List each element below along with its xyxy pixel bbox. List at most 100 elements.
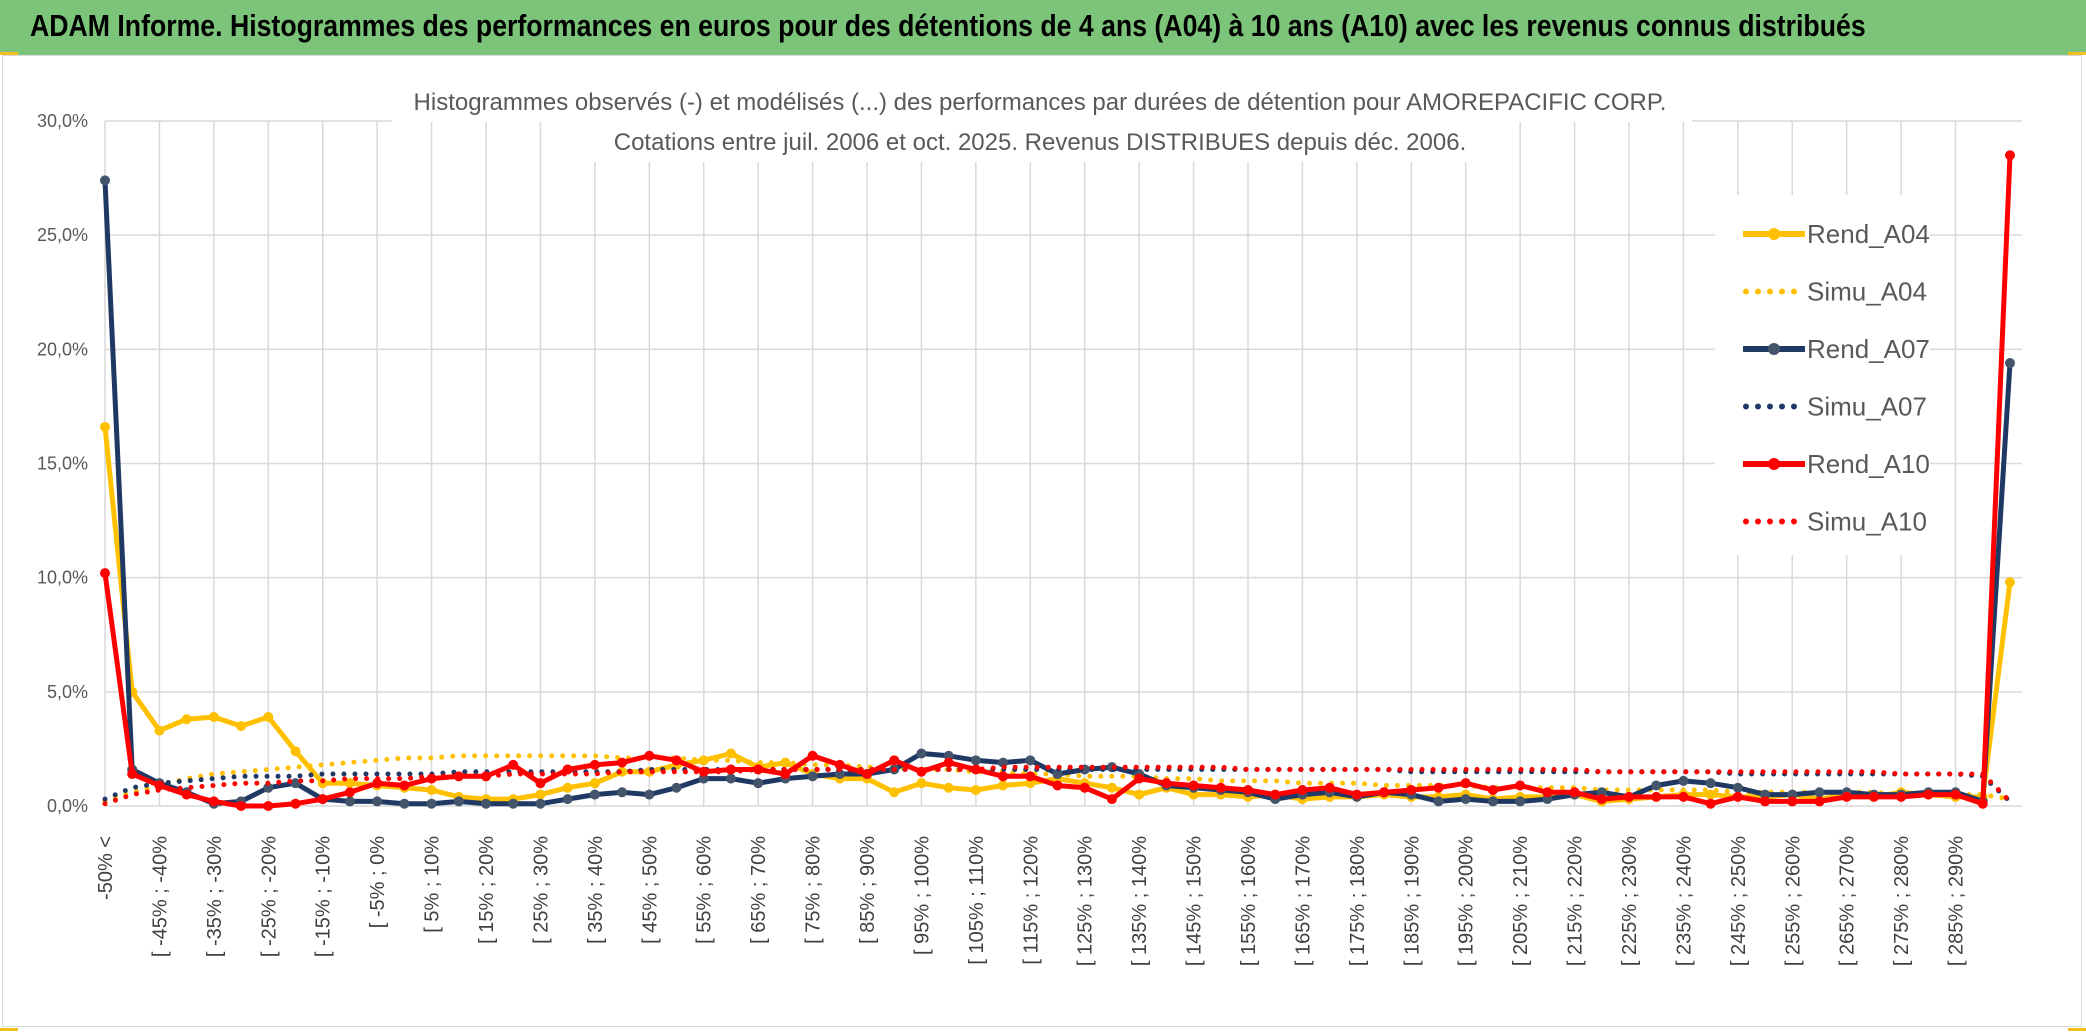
x-tick-label: [ -15% ; -10% [313, 836, 335, 957]
data-point-rend-a10 [1923, 789, 1934, 800]
x-tick-label: [ 275% ; 280% [1891, 836, 1913, 966]
data-point-rend-a07 [970, 755, 981, 766]
data-point-rend-a04 [208, 711, 219, 722]
x-tick-label: [ 25% ; 30% [530, 836, 552, 944]
data-point-rend-a07 [1814, 787, 1825, 798]
data-point-rend-a07 [1515, 796, 1526, 807]
data-point-rend-a07 [1787, 789, 1798, 800]
x-tick-label: [ 265% ; 270% [1837, 836, 1859, 966]
data-point-rend-a07 [1651, 780, 1662, 791]
x-tick-label: [ 135% ; 140% [1129, 836, 1151, 966]
data-point-rend-a10 [1787, 796, 1798, 807]
x-tick-label: [ 145% ; 150% [1184, 836, 1206, 966]
x-tick-label: [ 165% ; 170% [1292, 836, 1314, 966]
data-point-rend-a07 [998, 757, 1009, 768]
data-point-rend-a10 [1651, 791, 1662, 802]
data-point-rend-a07 [807, 771, 818, 782]
data-point-rend-a07 [1433, 796, 1444, 807]
data-point-rend-a07 [453, 796, 464, 807]
data-point-rend-a10 [1161, 778, 1172, 789]
y-tick-label: 30,0% [37, 111, 88, 131]
legend-marker-rend-a04 [1768, 228, 1780, 240]
chart-title-group: Histogrammes observés (-) et modélisés (… [392, 82, 1692, 162]
legend-label-rend-a10: Rend_A10 [1807, 449, 1930, 479]
data-point-rend-a10 [1678, 791, 1689, 802]
x-axis: -50% < [ -45% ; -40% [ -35% ; -30% [ -25% ;… [95, 836, 1968, 966]
data-point-rend-a04 [780, 757, 791, 768]
data-point-rend-a10 [1052, 780, 1063, 791]
data-point-rend-a07 [753, 778, 764, 789]
data-point-rend-a04 [426, 785, 437, 796]
data-point-rend-a07 [372, 796, 383, 807]
data-point-rend-a07 [644, 789, 655, 800]
data-point-rend-a07 [1732, 782, 1743, 793]
data-point-rend-a04 [998, 780, 1009, 791]
data-point-rend-a04 [1025, 778, 1036, 789]
data-point-rend-a07 [1760, 789, 1771, 800]
data-point-rend-a10 [508, 759, 519, 770]
data-point-rend-a04 [236, 721, 247, 732]
x-tick-label: [ -25% ; -20% [258, 836, 280, 957]
data-point-rend-a04 [916, 778, 927, 789]
data-point-rend-a10 [644, 750, 655, 761]
data-point-rend-a10 [344, 787, 355, 798]
data-point-rend-a10 [1977, 798, 1988, 809]
data-point-rend-a10 [263, 801, 274, 811]
x-tick-label: [ -35% ; -30% [204, 836, 226, 957]
data-point-rend-a10 [1079, 782, 1090, 793]
data-point-rend-a10 [372, 778, 383, 789]
chart-title: Histogrammes observés (-) et modélisés (… [414, 89, 1667, 116]
data-point-rend-a07 [1487, 796, 1498, 807]
data-point-rend-a10 [1433, 782, 1444, 793]
legend: Rend_A04 Simu_A04 Rend_A07 Simu_A07 Rend_A10… [1715, 195, 1930, 555]
x-tick-label: [ 35% ; 40% [585, 836, 607, 944]
data-point-rend-a04 [344, 778, 355, 789]
data-point-rend-a10 [154, 780, 165, 791]
x-tick-label: [ 185% ; 190% [1401, 836, 1423, 966]
data-point-rend-a10 [1270, 789, 1281, 800]
data-point-rend-a07 [344, 796, 355, 807]
x-tick-label: [ 95% ; 100% [911, 836, 933, 955]
y-tick-label: 15,0% [37, 454, 88, 474]
data-point-rend-a10 [1215, 782, 1226, 793]
data-point-rend-a10 [698, 766, 709, 777]
legend-marker-rend-a07 [1768, 343, 1780, 355]
y-tick-label: 0,0% [47, 796, 88, 816]
data-point-rend-a10 [1324, 782, 1335, 793]
data-point-rend-a10 [181, 789, 192, 800]
data-point-rend-a10 [1487, 785, 1498, 796]
y-tick-label: 20,0% [37, 339, 88, 359]
data-point-rend-a07 [562, 794, 573, 805]
x-tick-label: [ 115% ; 120% [1020, 836, 1042, 965]
data-point-rend-a07 [508, 798, 519, 809]
data-point-rend-a10 [1106, 794, 1117, 805]
data-point-rend-a07 [916, 748, 927, 759]
x-tick-label: [ 285% ; 290% [1946, 836, 1968, 966]
data-point-rend-a04 [1106, 782, 1117, 793]
corner-accent [2068, 1028, 2086, 1031]
data-point-rend-a10 [1542, 787, 1553, 798]
legend-label-simu-a07: Simu_A07 [1807, 392, 1927, 422]
data-point-rend-a10 [1351, 789, 1362, 800]
data-point-rend-a07 [2005, 358, 2015, 369]
data-point-rend-a07 [100, 175, 110, 186]
data-point-rend-a10 [1515, 780, 1526, 791]
data-point-rend-a10 [1569, 787, 1580, 798]
data-point-rend-a10 [127, 769, 138, 780]
series-lines [100, 150, 2015, 811]
data-point-rend-a10 [889, 755, 900, 766]
data-point-rend-a07 [943, 750, 954, 761]
data-point-rend-a10 [236, 801, 247, 811]
data-point-rend-a10 [589, 759, 600, 770]
data-point-rend-a10 [1760, 796, 1771, 807]
data-point-rend-a10 [1243, 785, 1253, 796]
x-tick-label: [ 45% ; 50% [639, 836, 661, 944]
x-tick-label: [ 245% ; 250% [1728, 836, 1750, 966]
x-tick-label: [ 225% ; 230% [1619, 836, 1641, 966]
x-tick-label: [ 125% ; 130% [1075, 836, 1097, 966]
data-point-rend-a10 [399, 780, 410, 791]
data-point-rend-a10 [1596, 794, 1607, 805]
chart-subtitle: Cotations entre juil. 2006 et oct. 2025.… [614, 129, 1467, 156]
data-point-rend-a07 [535, 798, 546, 809]
data-point-rend-a10 [1732, 791, 1743, 802]
